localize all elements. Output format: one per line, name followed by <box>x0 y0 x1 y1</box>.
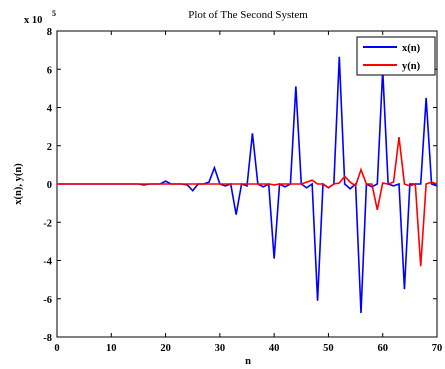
y-tick-label: -2 <box>43 218 52 229</box>
y-multiplier-exponent: 5 <box>52 9 56 18</box>
series-lines <box>57 56 438 314</box>
legend-label-x: x(n) <box>402 43 421 54</box>
y-tick-label: 0 <box>47 180 52 191</box>
y-tick-label: 4 <box>47 104 53 115</box>
x-tick-label: 10 <box>106 343 117 354</box>
y-tick-label: 8 <box>47 27 52 38</box>
x-tick-label: 60 <box>377 343 388 354</box>
series-line-y <box>57 137 438 267</box>
x-tick-label: 30 <box>215 343 226 354</box>
x-tick-label: 0 <box>54 343 59 354</box>
legend: x(n) y(n) <box>356 36 436 76</box>
x-tick-label: 40 <box>269 343 280 354</box>
y-axis-label: x(n), y(n) <box>13 163 24 205</box>
y-multiplier: x 10 5 <box>24 9 56 26</box>
legend-label-y: y(n) <box>402 61 421 72</box>
y-tick-label: -4 <box>43 257 52 268</box>
legend-box <box>356 36 436 76</box>
x-tick-label: 70 <box>432 343 443 354</box>
series-line-x <box>57 56 438 314</box>
y-tick-label: -6 <box>43 295 52 306</box>
y-tick-label: 6 <box>47 65 52 76</box>
y-multiplier-label: x 10 <box>24 15 42 26</box>
axis-ticks: 0 10 20 30 40 50 60 70 -8 -6 -4 -2 0 2 4 6 8 <box>43 27 442 354</box>
y-tick-label: 2 <box>47 142 52 153</box>
x-tick-label: 20 <box>160 343 171 354</box>
x-tick-label: 50 <box>323 343 334 354</box>
x-axis-label: n <box>245 356 251 367</box>
chart-title: Plot of The Second System <box>188 9 308 21</box>
y-tick-label: -8 <box>43 333 52 344</box>
